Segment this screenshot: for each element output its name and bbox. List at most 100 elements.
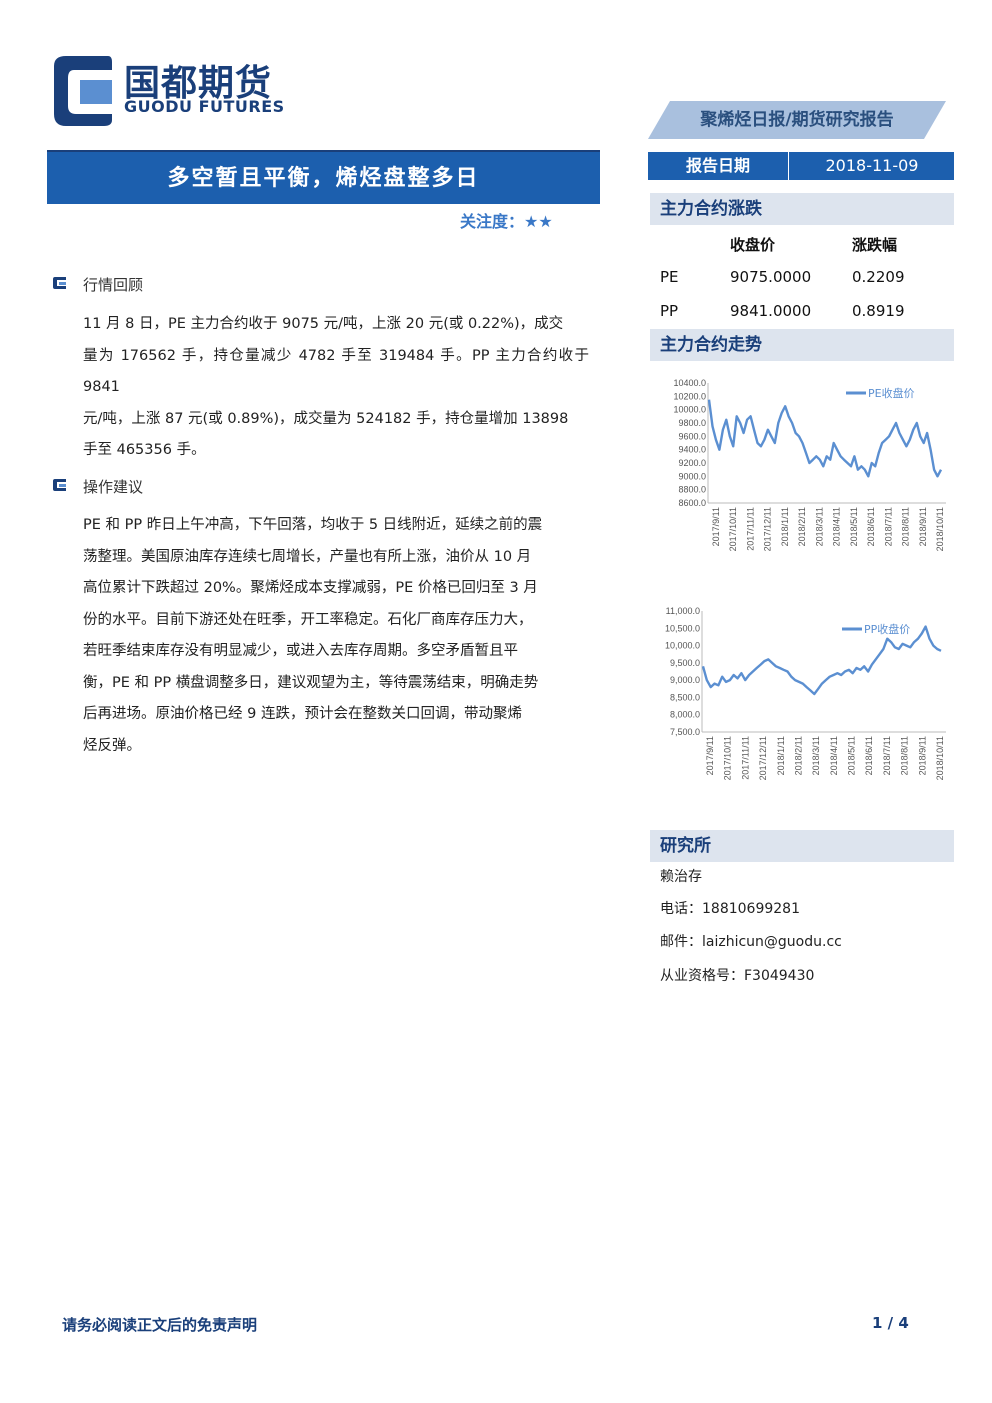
- report-date-label: 报告日期: [685, 156, 750, 175]
- y-tick-label: 7,500.0: [670, 727, 700, 737]
- brand-name-en: GUODU FUTURES: [124, 97, 285, 116]
- x-tick-label: 2018/1/11: [780, 507, 790, 546]
- advice-heading: 操作建议: [83, 478, 144, 496]
- attention-label: 关注度：: [460, 212, 525, 231]
- section-logo-icon: [53, 479, 66, 491]
- change-section-title: 主力合约涨跌: [660, 199, 762, 219]
- x-tick-label: 2018/6/11: [866, 507, 876, 546]
- x-tick-label: 2017/11/11: [740, 736, 750, 780]
- x-tick-label: 2018/2/11: [793, 736, 803, 775]
- x-tick-label: 2018/5/11: [849, 507, 859, 546]
- y-tick-label: 8800.0: [678, 485, 706, 495]
- pp-price-chart: 11,000.0 10,500.0 10,000.0 9,500.0 9,000.0 8,…: [665, 606, 946, 780]
- x-tick-label: 2018/3/11: [814, 507, 824, 546]
- disclaimer-note[interactable]: 请务必阅读正文后的免责声明: [62, 1316, 258, 1334]
- y-tick-label: 9600.0: [678, 431, 706, 441]
- table-header-change: 涨跌幅: [852, 236, 898, 254]
- review-heading: 行情回顾: [83, 276, 144, 294]
- report-date-divider: [788, 152, 789, 180]
- guodu-logo-icon: [54, 56, 112, 126]
- table-header-close: 收盘价: [730, 236, 776, 254]
- y-tick-label: 10,000.0: [665, 641, 700, 651]
- y-tick-label: 9,000.0: [670, 675, 700, 685]
- y-tick-label: 10000.0: [673, 405, 706, 415]
- advice-line: 烃反弹。: [83, 737, 141, 754]
- report-date-bar: [648, 152, 954, 180]
- report-type-banner: [648, 101, 946, 139]
- legend-label: PP收盘价: [864, 622, 910, 636]
- advice-paragraph: PE 和 PP 昨日上午冲高，下午回落，均收于 5 日线附近，延续之前的震 荡整…: [83, 510, 589, 762]
- x-tick-label: 2018/2/11: [797, 507, 807, 546]
- x-tick-label: 2017/12/11: [758, 736, 768, 780]
- series-line: [701, 625, 942, 696]
- attention-rating: 关注度：★★: [460, 208, 553, 232]
- review-paragraph: 11 月 8 日，PE 主力合约收于 9075 元/吨，上涨 20 元(或 0.…: [83, 309, 589, 467]
- y-tick-label: 8,500.0: [670, 692, 700, 702]
- x-tick-label: 2017/10/11: [728, 507, 738, 551]
- y-tick-label: 9200.0: [678, 458, 706, 468]
- x-tick-label: 2018/4/11: [832, 507, 842, 546]
- title-bar: [47, 152, 600, 204]
- y-tick-label: 9,500.0: [670, 658, 700, 668]
- x-tick-label: 2017/9/11: [711, 507, 721, 546]
- y-tick-label: 9800.0: [678, 418, 706, 428]
- x-tick-label: 2018/8/11: [901, 507, 911, 546]
- table-row-change: 0.2209: [852, 268, 905, 286]
- x-tick-label: 2018/7/11: [882, 736, 892, 775]
- y-tick-label: 10400.0: [673, 378, 706, 388]
- page-title: 多空暂且平衡，烯烃盘整多日: [167, 165, 480, 191]
- table-row-name: PP: [660, 302, 679, 320]
- x-tick-label: 2018/3/11: [811, 736, 821, 775]
- table-row-close: 9841.0000: [730, 302, 812, 320]
- y-tick-label: 10200.0: [673, 391, 706, 401]
- section-logo-icon: [53, 277, 66, 289]
- analyst-phone: 电话：18810699281: [660, 901, 800, 917]
- analyst-name: 赖治存: [660, 869, 702, 885]
- advice-line: 荡整理。美国原油库存连续七周增长，产量也有所上涨，油价从 10 月: [83, 548, 532, 565]
- change-section-header: [650, 193, 954, 225]
- y-tick-label: 11,000.0: [666, 606, 700, 616]
- y-tick-label: 8600.0: [678, 498, 706, 508]
- title-top-rule: [47, 150, 600, 152]
- advice-line: 后再进场。原油价格已经 9 连跌，预计会在整数关口回调，带动聚烯: [83, 706, 522, 722]
- advice-line: 若旺季结束库存没有明显减少，或进入去库存周期。多空矛盾暂且平: [83, 643, 518, 659]
- y-tick-label: 9400.0: [678, 445, 706, 455]
- x-tick-label: 2018/9/11: [918, 507, 928, 546]
- report-date-value: 2018-11-09: [825, 156, 919, 175]
- x-tick-label: 2018/4/11: [829, 736, 839, 775]
- x-tick-label: 2018/6/11: [864, 736, 874, 775]
- y-tick-label: 10,500.0: [665, 623, 700, 633]
- x-tick-label: 2018/10/11: [935, 736, 945, 780]
- y-tick-label: 9000.0: [678, 471, 706, 481]
- advice-line: PE 和 PP 昨日上午冲高，下午回落，均收于 5 日线附近，延续之前的震: [83, 517, 543, 533]
- review-line: 手至 465356 手。: [83, 442, 206, 458]
- x-tick-label: 2018/1/11: [776, 736, 786, 775]
- y-tick-label: 8,000.0: [670, 710, 700, 720]
- x-tick-label: 2017/11/11: [745, 507, 755, 551]
- review-line: 元/吨，上涨 87 元(或 0.89%)，成交量为 524182 手，持仓量增加…: [83, 410, 569, 427]
- series-line: [707, 399, 943, 478]
- advice-line: 高位累计下跌超过 20%。聚烯烃成本支撑减弱，PE 价格已回归至 3 月: [83, 580, 538, 596]
- x-tick-label: 2017/9/11: [705, 736, 715, 775]
- legend-label: PE收盘价: [868, 386, 915, 400]
- review-line: 11 月 8 日，PE 主力合约收于 9075 元/吨，上涨 20 元(或 0.…: [83, 316, 564, 332]
- attention-stars: ★★: [524, 212, 553, 231]
- advice-line: 份的水平。目前下游还处在旺季，开工率稳定。石化厂商库存压力大，: [83, 611, 533, 628]
- research-section-title: 研究所: [660, 836, 711, 856]
- x-tick-label: 2017/12/11: [763, 507, 773, 551]
- x-tick-label: 2018/7/11: [883, 507, 893, 546]
- table-row-close: 9075.0000: [730, 268, 812, 286]
- advice-line: 衡，PE 和 PP 横盘调整多日，建议观望为主，等待震荡结束，明确走势: [83, 674, 539, 691]
- page-number: 1 / 4: [872, 1314, 909, 1332]
- brand-name-cn: 国都期货: [124, 63, 273, 104]
- trend-section-title: 主力合约走势: [660, 335, 762, 355]
- review-line: 量为 176562 手，持仓量减少 4782 手至 319484 手。PP 主力…: [83, 347, 589, 396]
- pe-price-chart: 10400.0 10200.0 10000.0 9800.0 9600.0 9400.0 9…: [673, 378, 946, 551]
- analyst-email[interactable]: 邮件：laizhicun@guodu.cc: [660, 934, 842, 950]
- x-tick-label: 2018/10/11: [935, 507, 945, 551]
- research-section-header: [650, 830, 954, 862]
- x-tick-label: 2018/8/11: [900, 736, 910, 775]
- table-row-name: PE: [660, 268, 679, 286]
- table-row-change: 0.8919: [852, 302, 905, 320]
- x-tick-label: 2018/5/11: [847, 736, 857, 775]
